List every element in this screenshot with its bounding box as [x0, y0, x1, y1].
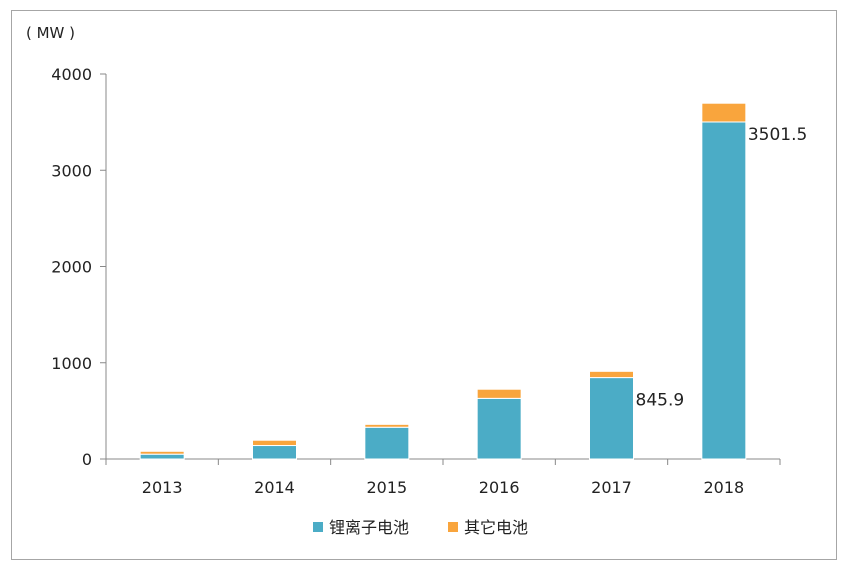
bar-lithium-2014: [252, 445, 297, 460]
bar-lithium-2016: [476, 397, 522, 460]
legend-swatch-lithium: [313, 522, 323, 532]
y-tick-label: 4000: [51, 65, 92, 84]
bar-other-2017: [589, 370, 634, 379]
y-axis: 0 1000 2000 3000 4000: [51, 65, 107, 469]
bar-other-2016: [476, 388, 522, 399]
legend-label-other: 其它电池: [464, 518, 528, 537]
bar-lithium-2017: [589, 377, 634, 460]
x-axis: 2013 2014 2015 2016 2017 2018: [105, 458, 781, 497]
bar-lithium-2013: [139, 453, 185, 460]
legend-swatch-other: [448, 522, 458, 532]
y-tick-label: 3000: [51, 161, 92, 180]
x-tick-label: 2016: [479, 478, 520, 497]
data-labels: 845.9 3501.5: [636, 125, 808, 411]
x-tick-label: 2017: [591, 478, 632, 497]
bars: [139, 102, 747, 460]
x-tick-label: 2018: [703, 478, 744, 497]
bar-other-2018: [701, 102, 747, 123]
x-tick-label: 2014: [254, 478, 295, 497]
bar-other-2013: [139, 450, 185, 455]
bar-other-2014: [252, 439, 297, 447]
y-tick-label: 2000: [51, 258, 92, 277]
legend-label-lithium: 锂离子电池: [329, 518, 409, 537]
x-tick-label: 2013: [142, 478, 183, 497]
y-tick-label: 0: [82, 450, 92, 469]
data-label-2018: 3501.5: [748, 125, 807, 145]
bar-lithium-2015: [364, 426, 410, 460]
y-unit-label: ( MW ): [26, 24, 75, 42]
bar-other-2015: [364, 423, 410, 428]
chart-frame: [11, 10, 837, 560]
data-label-2017: 845.9: [636, 391, 685, 411]
legend: 锂离子电池 其它电池: [313, 518, 528, 537]
bar-lithium-2018: [701, 121, 747, 460]
y-tick-label: 1000: [51, 354, 92, 373]
x-tick-label: 2015: [366, 478, 407, 497]
